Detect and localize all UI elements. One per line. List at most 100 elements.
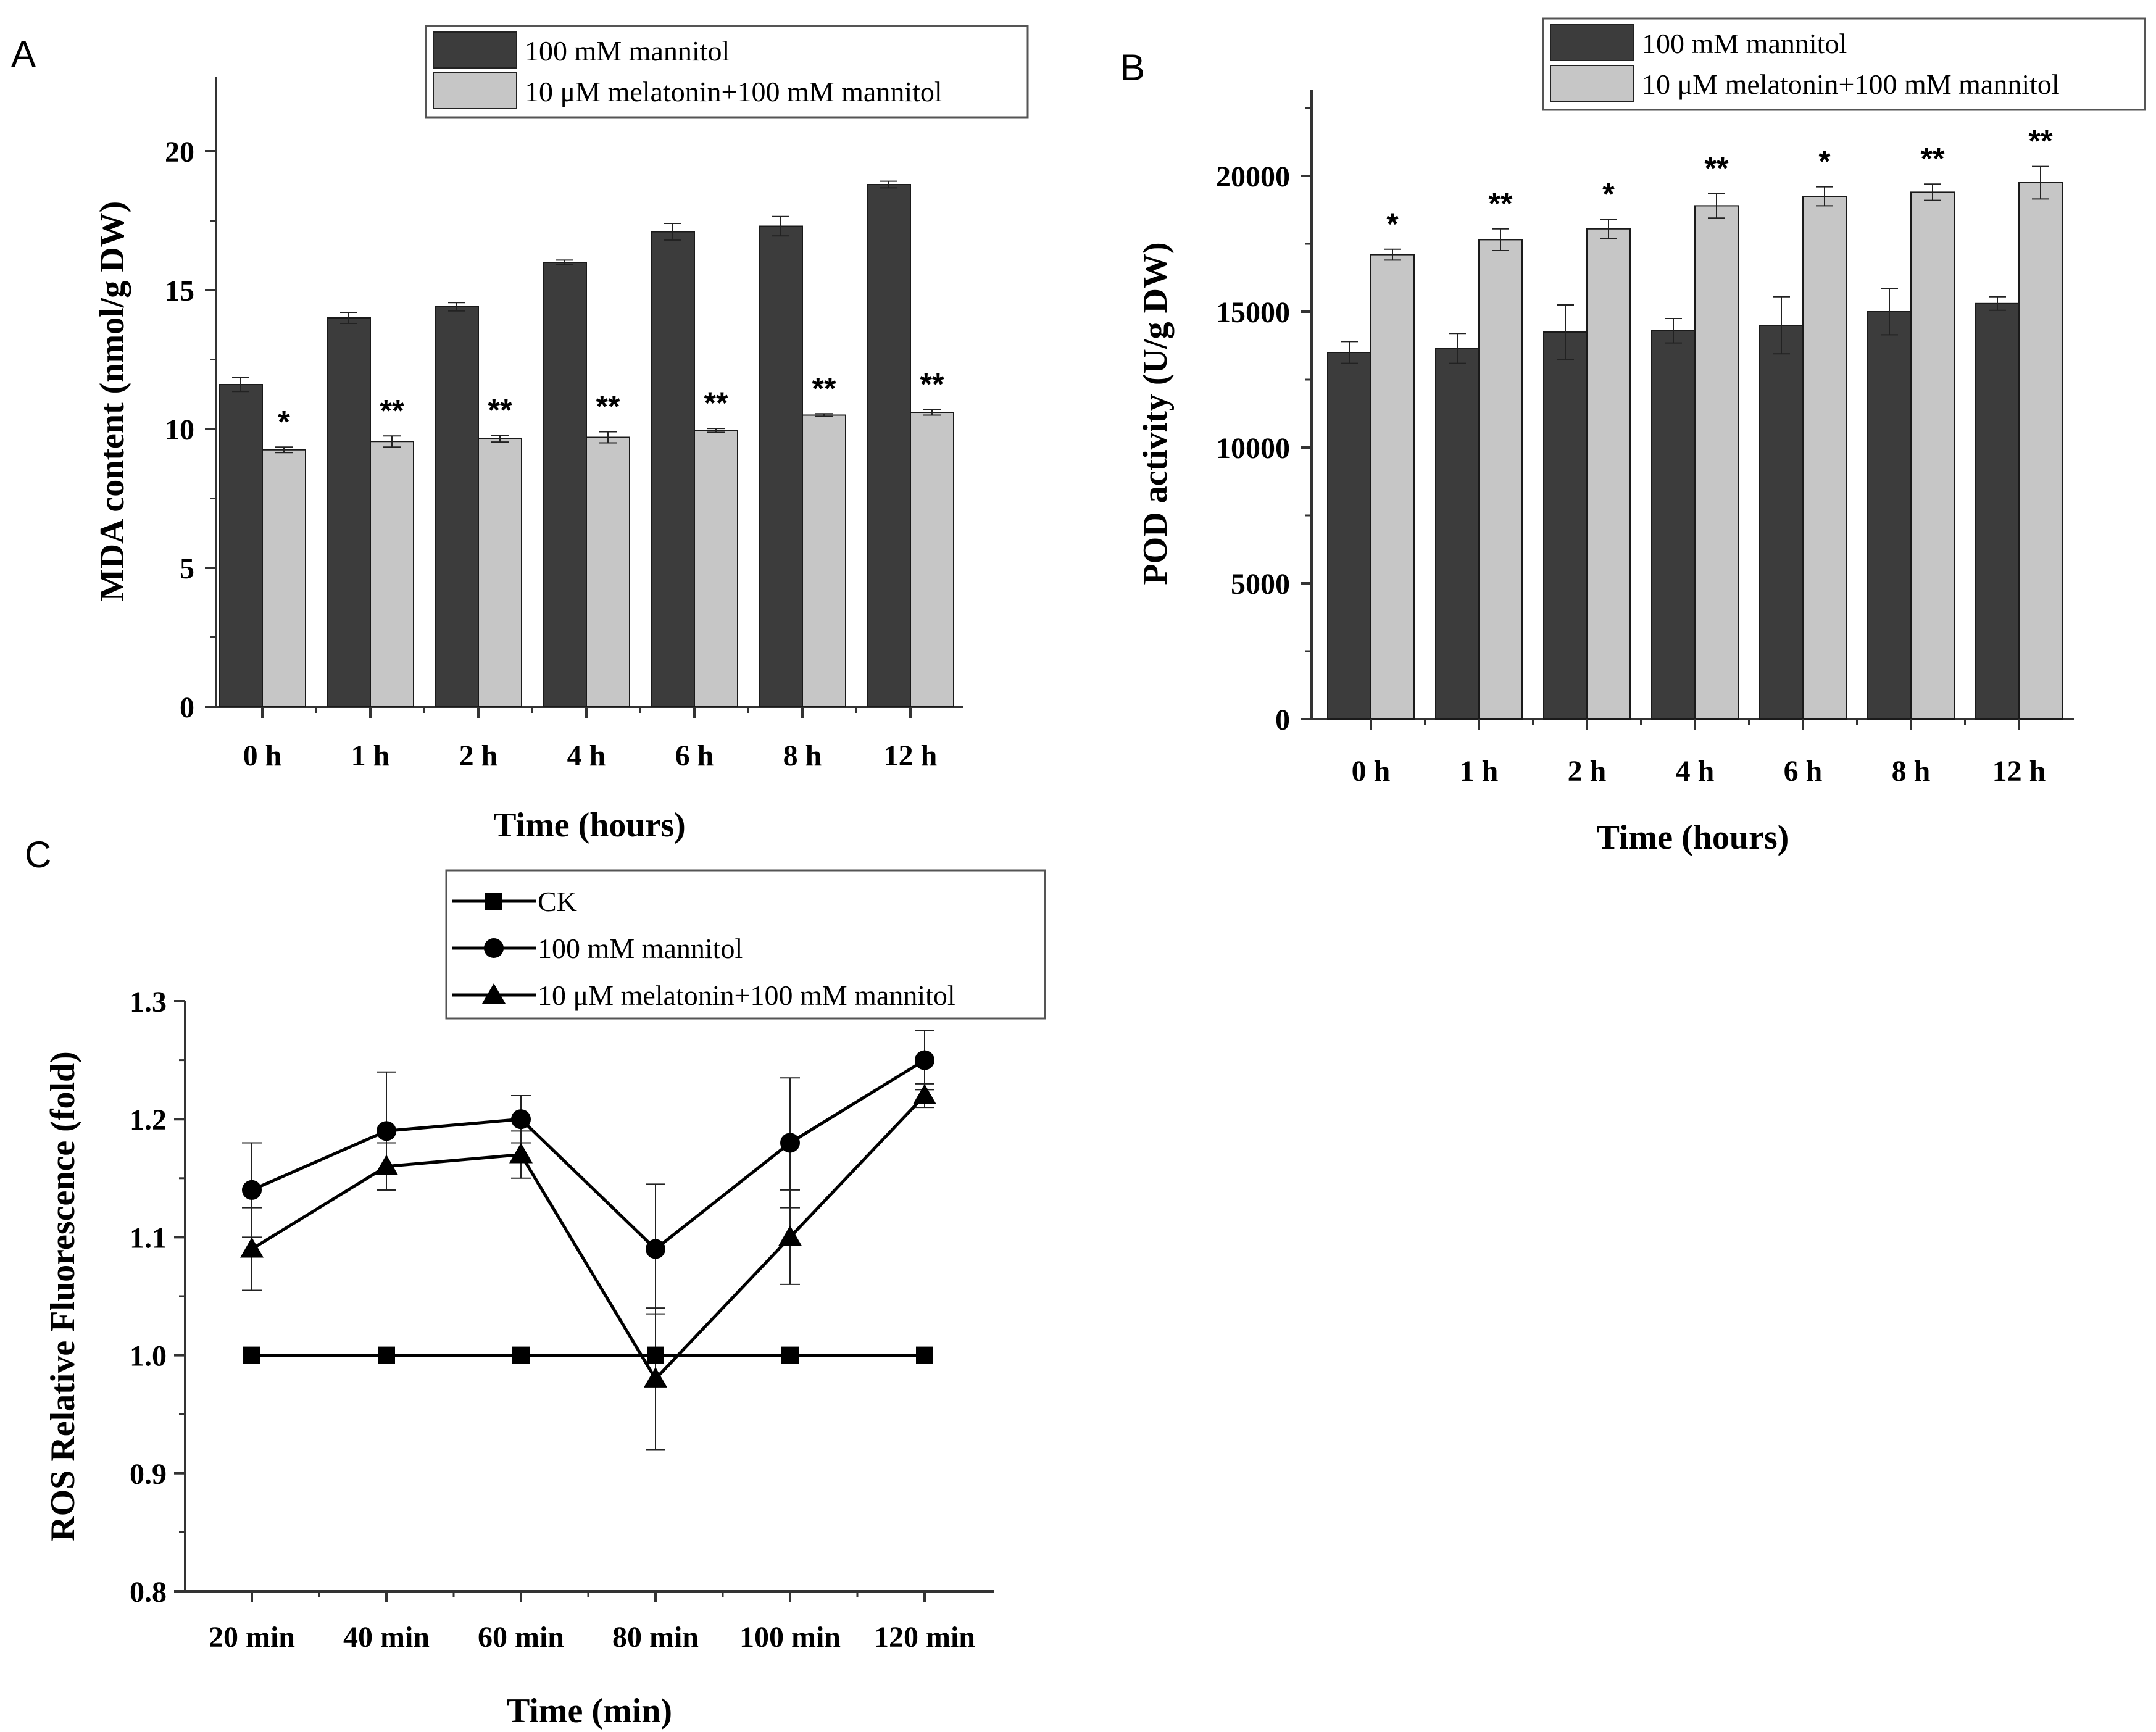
x-tick-label: 0 h: [1352, 755, 1391, 788]
panel-b-legend-label-mannitol: 100 mM mannitol: [1642, 28, 1847, 59]
significance-mark: *: [1818, 144, 1831, 179]
legend-marker-10-m-melatonin-100-mm-mannitol: [482, 983, 506, 1004]
significance-mark: **: [596, 389, 620, 424]
x-tick-label: 40 min: [343, 1621, 430, 1654]
x-tick-label: 6 h: [675, 739, 714, 772]
marker-ck-120-min: [916, 1346, 933, 1364]
marker-100-mm-mannitol-60-min: [511, 1109, 531, 1130]
marker-ck-80-min: [647, 1346, 664, 1364]
y-tick-label: 10000: [1216, 432, 1290, 465]
legend-marker-ck: [485, 893, 502, 910]
bar-100-mm-mannitol-2-h: [1543, 331, 1588, 720]
panel-c-y-axis-title: ROS Relative Fluorescence (fold): [44, 1051, 82, 1541]
marker-ck-40-min: [378, 1346, 395, 1364]
panel-a-significance: * ** ** ** ** ** **: [278, 367, 944, 439]
y-tick-label: 0.8: [130, 1576, 167, 1609]
x-tick-label: 80 min: [612, 1621, 699, 1654]
significance-mark: **: [2029, 124, 2053, 159]
y-tick-label: 0.9: [130, 1458, 167, 1491]
panel-c-chart: C 0.8 0.9 1.0 1.1 1.2 1.3 20 min 40 min 60 min 8…: [25, 834, 1046, 1730]
panel-a-legend: 100 mM mannitol 10 μM melatonin+100 mM m…: [425, 25, 1029, 119]
y-tick-label: 5000: [1231, 568, 1290, 601]
bar-100-mm-mannitol-8-h: [1867, 311, 1912, 720]
significance-mark: **: [1921, 141, 1945, 176]
panel-c-markers: [240, 1050, 936, 1388]
panel-b-y-axis-title: POD activity (U/g DW): [1136, 242, 1175, 585]
panel-a-legend-label-mannitol: 100 mM mannitol: [525, 35, 730, 67]
panel-b-legend: 100 mM mannitol 10 μM melatonin+100 mM m…: [1542, 17, 2146, 111]
panel-c-legend-box: [445, 869, 1046, 1020]
panel-c-letter: C: [25, 834, 51, 875]
panel-a-y-ticks: 0 5 10 15 20: [165, 136, 216, 724]
y-tick-label: 20000: [1216, 160, 1290, 193]
x-tick-label: 4 h: [1676, 755, 1715, 788]
panel-c-axes: [184, 1001, 994, 1593]
panel-c-error-bars: [242, 1030, 934, 1451]
panel-b-x-ticks: 0 h 1 h 2 h 4 h 6 h 8 h 12 h: [1352, 719, 2046, 788]
y-tick-label: 0: [1275, 704, 1290, 736]
y-tick-label: 10: [165, 414, 194, 446]
panel-c-x-axis-title: Time (min): [507, 1692, 672, 1730]
bar-10-m-melatonin-100-mm-mannitol-1-h: [370, 441, 414, 707]
marker-10-m-melatonin-100-mm-mannitol-20-min: [240, 1237, 264, 1258]
marker-100-mm-mannitol-40-min: [377, 1121, 396, 1141]
x-tick-label: 4 h: [567, 739, 606, 772]
legend-label-100-mm-mannitol: 100 mM mannitol: [538, 933, 743, 964]
x-tick-label: 60 min: [478, 1621, 564, 1654]
panel-a-error-bars: [232, 180, 941, 454]
series-line-10-m-melatonin-100-mm-mannitol: [251, 1094, 926, 1381]
bar-10-m-melatonin-100-mm-mannitol-0-h: [1370, 254, 1415, 720]
panel-a-bars: [219, 184, 954, 707]
bar-10-m-melatonin-100-mm-mannitol-6-h: [694, 430, 738, 707]
panel-a-y-axis-title: MDA content (nmol/g DW): [93, 201, 131, 602]
bar-10-m-melatonin-100-mm-mannitol-6-h: [1802, 196, 1847, 720]
legend-marker-100-mm-mannitol: [484, 938, 504, 958]
x-tick-label: 100 min: [739, 1621, 841, 1654]
x-tick-label: 120 min: [874, 1621, 975, 1654]
bar-10-m-melatonin-100-mm-mannitol-12-h: [910, 412, 954, 707]
bar-100-mm-mannitol-1-h: [1435, 348, 1480, 720]
bar-10-m-melatonin-100-mm-mannitol-8-h: [802, 414, 846, 707]
legend-label-ck: CK: [538, 886, 577, 917]
y-tick-label: 1.2: [130, 1104, 167, 1136]
panel-c-legend-items: CK 100 mM mannitol 10 μM melatonin+100 mM …: [452, 886, 955, 1011]
bar-100-mm-mannitol-8-h: [759, 225, 803, 707]
x-tick-label: 6 h: [1784, 755, 1823, 788]
marker-100-mm-mannitol-120-min: [915, 1050, 934, 1070]
panel-b-legend-swatch-melatonin: [1550, 65, 1634, 102]
bar-100-mm-mannitol-2-h: [435, 306, 479, 707]
legend-label-10-m-melatonin-100-mm-mannitol: 10 μM melatonin+100 mM mannitol: [538, 980, 955, 1011]
panel-a-x-axis-title: Time (hours): [493, 806, 686, 844]
x-tick-label: 2 h: [1568, 755, 1607, 788]
y-tick-label: 0: [180, 691, 194, 724]
x-tick-label: 12 h: [1992, 755, 2046, 788]
series-line-100-mm-mannitol: [251, 1059, 926, 1251]
bar-10-m-melatonin-100-mm-mannitol-12-h: [2018, 182, 2063, 720]
y-tick-label: 1.3: [130, 986, 167, 1018]
y-tick-label: 15: [165, 275, 194, 307]
x-tick-label: 12 h: [884, 739, 938, 772]
bar-10-m-melatonin-100-mm-mannitol-4-h: [1694, 205, 1739, 720]
y-tick-label: 1.0: [130, 1340, 167, 1373]
bar-100-mm-mannitol-4-h: [1651, 330, 1696, 720]
x-tick-label: 20 min: [209, 1621, 295, 1654]
panel-c-x-ticks: 20 min 40 min 60 min 80 min 100 min 120 min: [209, 1591, 975, 1654]
bar-100-mm-mannitol-4-h: [543, 262, 587, 707]
panel-a-legend-swatch-mannitol: [433, 31, 517, 69]
significance-mark: **: [704, 386, 728, 420]
panel-b-bars: [1327, 182, 2063, 720]
panel-b-legend-label-melatonin: 10 μM melatonin+100 mM mannitol: [1642, 69, 2060, 100]
bar-10-m-melatonin-100-mm-mannitol-2-h: [478, 438, 522, 707]
panel-b-error-bars: [1341, 165, 2049, 364]
y-tick-label: 5: [180, 552, 194, 585]
marker-10-m-melatonin-100-mm-mannitol-120-min: [913, 1083, 936, 1104]
significance-mark: **: [380, 393, 404, 428]
panel-b-legend-swatch-mannitol: [1550, 24, 1634, 61]
significance-mark: *: [1602, 177, 1615, 211]
bar-100-mm-mannitol-12-h: [867, 184, 911, 707]
significance-mark: *: [1386, 207, 1399, 241]
panel-b-letter: B: [1120, 47, 1145, 88]
